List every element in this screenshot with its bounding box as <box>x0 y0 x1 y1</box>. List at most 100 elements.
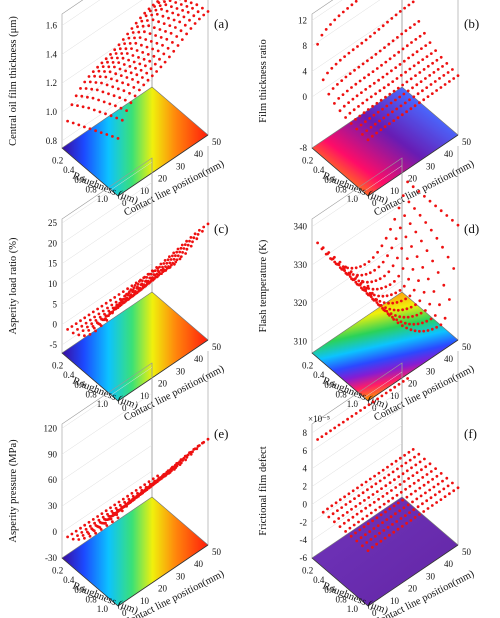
data-point <box>391 523 394 526</box>
x-tick-label: 1.0 <box>97 399 109 409</box>
data-point <box>405 307 409 311</box>
data-point <box>153 5 157 8</box>
x-tick-label: 0.8 <box>336 594 348 604</box>
y-tick-label: 10 <box>140 186 150 196</box>
data-point <box>74 322 78 325</box>
data-point <box>83 523 87 527</box>
data-point <box>128 91 131 95</box>
data-point <box>101 90 105 94</box>
data-point <box>434 49 437 52</box>
data-point <box>375 301 379 304</box>
data-point <box>379 513 383 517</box>
data-point <box>395 301 399 304</box>
data-point <box>415 497 419 501</box>
data-point <box>149 279 153 283</box>
data-point <box>151 477 155 481</box>
data-point <box>158 272 162 275</box>
data-point <box>141 24 145 28</box>
grid-line <box>61 182 153 244</box>
data-point <box>375 101 379 105</box>
data-point <box>338 498 342 502</box>
data-point <box>174 254 177 258</box>
data-point <box>387 83 390 87</box>
data-point <box>158 57 161 61</box>
grid-line <box>61 50 153 113</box>
z-tick-label: 15 <box>48 259 58 269</box>
data-point <box>380 286 383 290</box>
data-point <box>179 3 183 6</box>
data-point <box>418 213 422 217</box>
z-tick-label: -30 <box>45 553 57 563</box>
data-point <box>407 3 411 7</box>
data-point <box>320 33 324 37</box>
data-point <box>386 465 389 469</box>
data-point <box>351 515 355 519</box>
data-point <box>91 70 95 73</box>
data-point <box>373 474 376 478</box>
data-point <box>94 319 98 322</box>
x-tick-label: 0.6 <box>74 585 86 595</box>
data-point <box>196 10 200 14</box>
data-point <box>176 44 180 47</box>
grid-line <box>311 443 403 505</box>
data-point <box>413 207 416 210</box>
data-point <box>132 86 136 89</box>
data-point <box>415 471 419 474</box>
data-point <box>118 47 122 51</box>
data-point <box>445 214 449 217</box>
data-point <box>452 77 456 80</box>
data-point <box>385 104 389 108</box>
data-point <box>441 479 444 483</box>
data-point <box>396 36 399 39</box>
data-point <box>394 512 397 516</box>
data-point <box>402 506 406 510</box>
data-point <box>130 491 134 495</box>
data-point <box>175 258 179 262</box>
data-point <box>363 76 366 80</box>
data-point <box>91 96 95 100</box>
data-point <box>70 532 74 536</box>
data-point <box>123 98 127 102</box>
x-tick-label: 0.4 <box>63 370 75 380</box>
z-tick-label: 0.8 <box>46 136 58 146</box>
data-point <box>141 286 145 290</box>
data-point <box>376 524 380 527</box>
data-point <box>391 80 395 83</box>
data-point <box>438 490 441 494</box>
data-point <box>152 26 156 29</box>
z-tick-label: 25 <box>48 218 58 228</box>
data-point <box>396 86 400 90</box>
z-tick-label: 1.2 <box>46 78 57 88</box>
data-point <box>401 308 404 312</box>
data-point <box>193 232 197 236</box>
data-point <box>433 314 437 317</box>
data-point <box>344 530 347 533</box>
data-point <box>138 286 142 290</box>
data-point <box>388 57 392 61</box>
data-point <box>394 13 398 17</box>
data-point <box>108 102 112 106</box>
data-point <box>425 473 429 476</box>
data-point <box>364 120 367 123</box>
data-point <box>405 495 409 499</box>
data-series <box>366 486 460 552</box>
y-tick-label: 30 <box>426 571 436 581</box>
data-point <box>129 101 133 105</box>
data-series <box>83 0 172 129</box>
data-point <box>358 528 362 532</box>
data-point <box>398 95 402 99</box>
data-point <box>370 56 374 59</box>
data-series <box>111 6 204 138</box>
data-point <box>146 486 150 489</box>
y-tick-label: 0 <box>122 403 127 413</box>
data-point <box>392 308 396 312</box>
data-point <box>407 450 411 454</box>
data-point <box>151 18 155 22</box>
data-point <box>408 294 412 298</box>
data-point <box>374 482 378 486</box>
data-point <box>168 255 171 259</box>
data-series <box>349 472 443 538</box>
y-tick-label: 50 <box>212 547 222 557</box>
data-point <box>401 380 405 383</box>
data-point <box>360 509 363 513</box>
